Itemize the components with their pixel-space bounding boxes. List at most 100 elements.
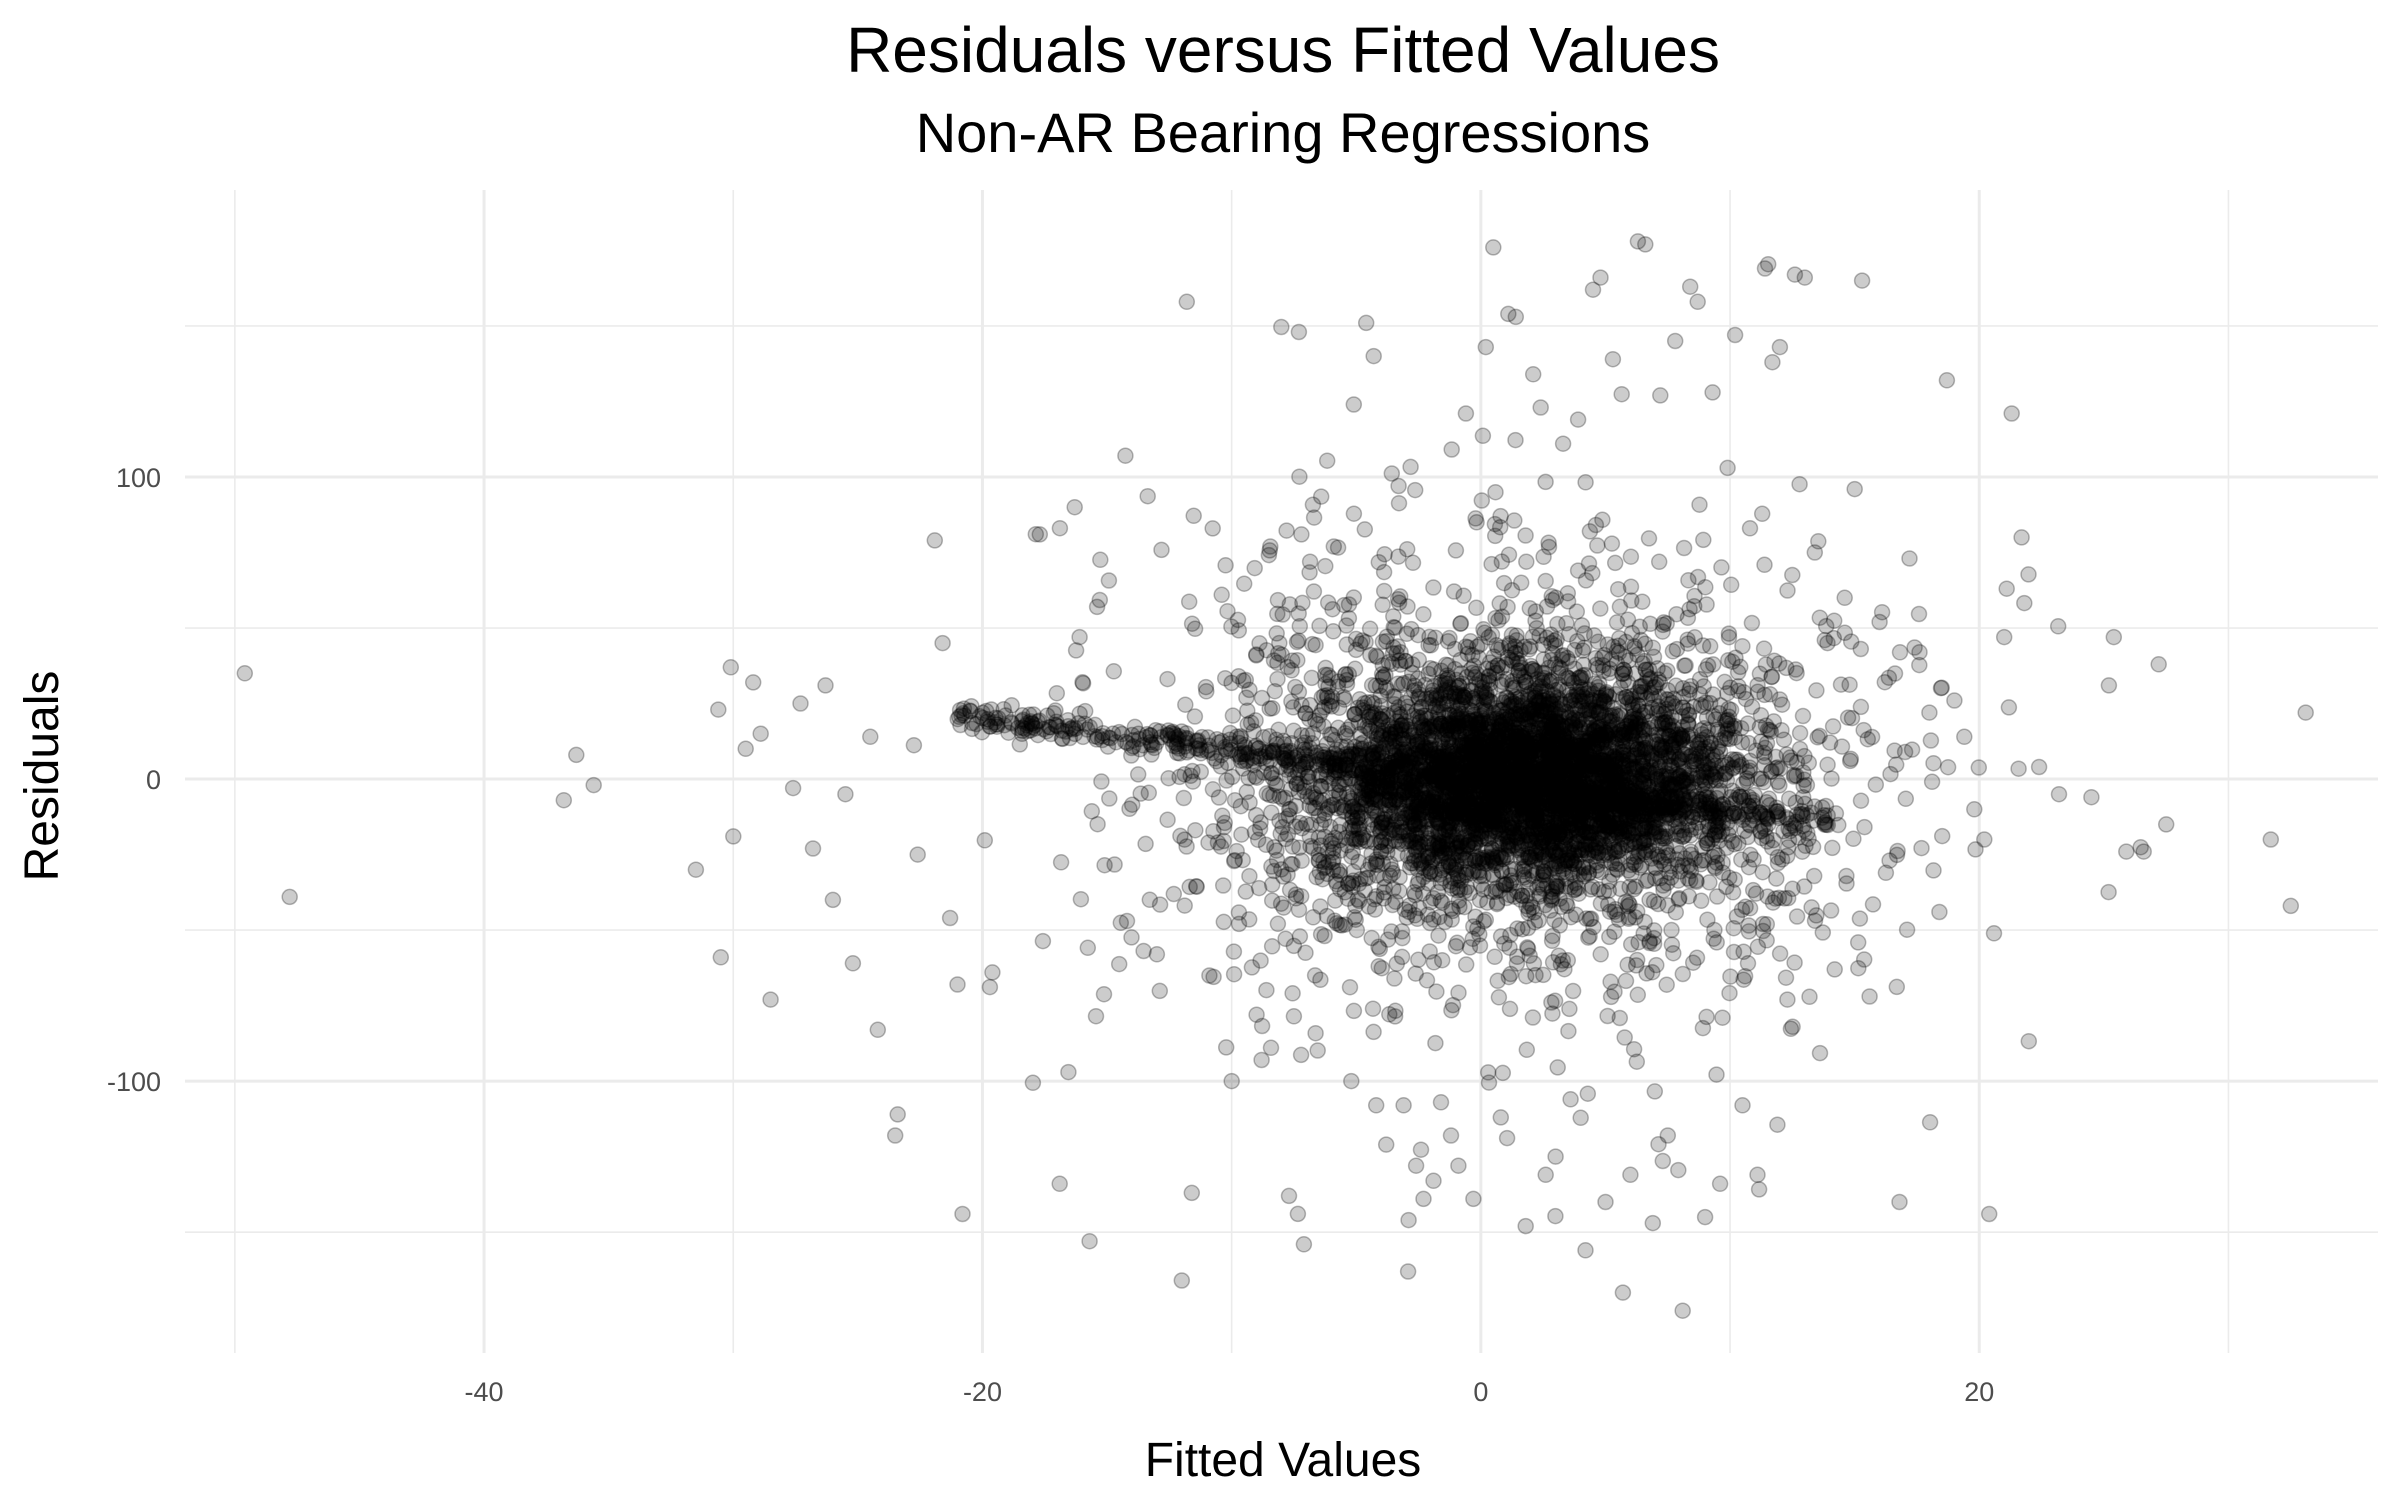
data-point: [1819, 756, 1836, 773]
data-point: [1512, 724, 1530, 741]
data-point: [1490, 797, 1508, 815]
data-point: [1554, 435, 1572, 452]
data-point: [1461, 819, 1478, 837]
data-point: [2135, 843, 2152, 860]
data-point: [1400, 771, 1417, 788]
data-point: [1604, 770, 1622, 787]
data-point: [1407, 1157, 1425, 1174]
data-point: [1497, 768, 1515, 786]
data-point: [1454, 805, 1471, 822]
data-point: [2013, 529, 2030, 546]
data-point: [1402, 752, 1419, 769]
data-point: [1301, 553, 1319, 570]
data-point: [1484, 866, 1502, 883]
data-point: [1381, 832, 1399, 850]
data-point: [1490, 702, 1508, 720]
data-point: [1051, 1175, 1068, 1193]
data-point: [1624, 760, 1642, 777]
data-point: [862, 728, 879, 746]
data-point: [1906, 639, 1923, 656]
data-point: [1270, 721, 1287, 738]
data-point: [1320, 798, 1337, 816]
data-point: [1577, 474, 1594, 491]
data-point: [1617, 767, 1635, 784]
data-point: [1535, 548, 1552, 566]
data-point: [1637, 236, 1654, 253]
data-point: [1475, 734, 1492, 751]
data-point: [1568, 763, 1585, 781]
data-point: [1372, 843, 1390, 860]
data-point: [1620, 894, 1637, 912]
data-point: [1477, 841, 1495, 859]
data-point: [1601, 818, 1618, 836]
data-point: [1436, 824, 1454, 841]
data-point: [1461, 939, 1479, 956]
data-point: [1506, 737, 1524, 754]
data-point: [1956, 728, 1973, 746]
data-point: [1650, 701, 1667, 719]
data-point: [1430, 927, 1447, 944]
data-point: [1548, 738, 1565, 755]
data-point: [1518, 768, 1535, 785]
data-point: [1560, 763, 1578, 781]
data-point: [1393, 726, 1410, 744]
data-point: [1494, 753, 1512, 771]
data-point: [1517, 759, 1534, 777]
data-point: [1921, 704, 1938, 721]
data-point: [1465, 839, 1482, 857]
data-point: [1295, 758, 1312, 776]
data-point: [1500, 305, 1517, 323]
data-point: [1635, 834, 1652, 851]
data-point: [1476, 702, 1494, 720]
data-point: [1564, 982, 1582, 1000]
data-point: [1081, 1232, 1098, 1250]
data-point: [1535, 862, 1552, 880]
data-point: [1439, 766, 1457, 783]
data-point: [1739, 715, 1757, 732]
data-point: [1446, 640, 1464, 658]
data-point: [949, 976, 966, 993]
data-point: [1317, 659, 1334, 677]
data-point: [1448, 712, 1465, 729]
data-point: [1407, 777, 1424, 795]
data-point: [1511, 801, 1528, 819]
data-point: [1558, 780, 1576, 797]
data-point: [1524, 772, 1542, 790]
data-point: [1528, 770, 1545, 787]
data-point: [1238, 783, 1256, 801]
data-point: [1574, 786, 1592, 803]
data-point: [1494, 794, 1511, 811]
data-point: [1625, 819, 1642, 837]
data-point: [1534, 768, 1551, 786]
data-point: [1339, 721, 1357, 738]
data-point: [1636, 775, 1654, 792]
data-point: [1823, 770, 1840, 787]
data-point: [1617, 972, 1635, 990]
data-point: [1713, 559, 1730, 576]
data-point: [1445, 850, 1462, 867]
data-point: [1572, 678, 1589, 696]
data-point: [1550, 732, 1567, 750]
data-point: [1726, 751, 1744, 769]
data-point: [1484, 801, 1502, 818]
data-point: [1610, 842, 1627, 860]
data-point: [1752, 822, 1769, 840]
data-point: [1475, 729, 1493, 746]
data-point: [1579, 823, 1596, 841]
data-point: [712, 949, 730, 966]
data-point: [1511, 824, 1529, 842]
data-point: [1329, 539, 1347, 556]
data-point: [1268, 777, 1286, 794]
data-point: [1614, 746, 1632, 764]
data-point: [1621, 824, 1638, 842]
data-point: [1550, 855, 1568, 872]
data-point: [1351, 747, 1369, 764]
data-point: [1519, 772, 1537, 789]
data-point: [1343, 1072, 1360, 1090]
data-point: [1609, 906, 1626, 924]
data-point: [1695, 531, 1712, 549]
data-point: [1366, 834, 1383, 851]
data-point: [1285, 1008, 1303, 1025]
data-point: [1672, 749, 1689, 767]
data-point: [1465, 1190, 1482, 1208]
